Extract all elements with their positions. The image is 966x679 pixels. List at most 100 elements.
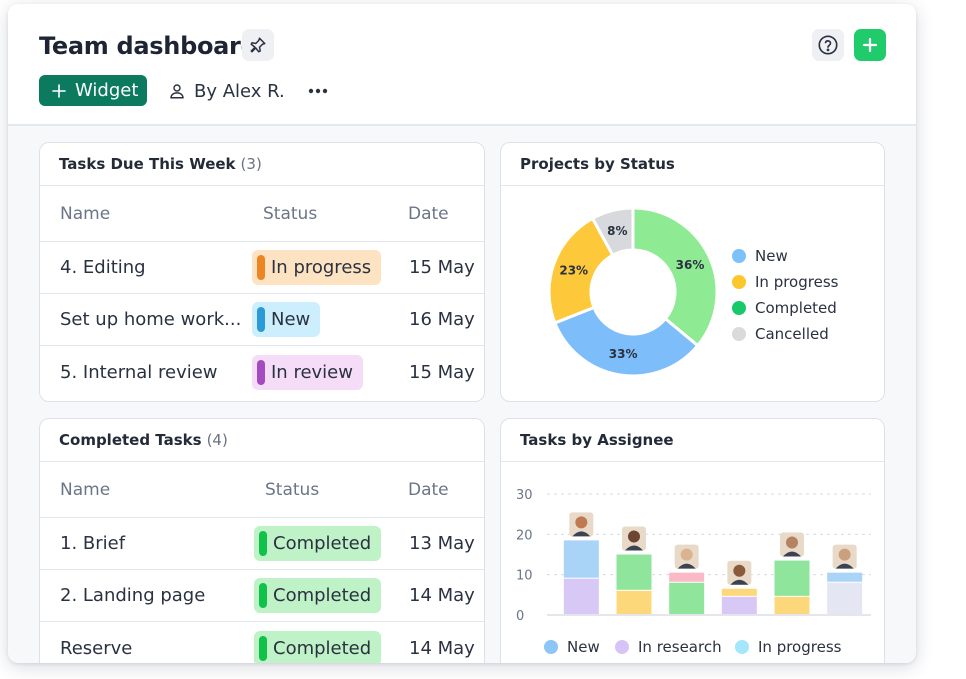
donut-slice-new[interactable] <box>552 305 700 378</box>
status-color-bar <box>257 255 265 280</box>
slice-label: 8% <box>607 224 627 238</box>
legend-label: Cancelled <box>755 325 829 343</box>
bar-segment[interactable] <box>827 582 863 614</box>
avatar-body <box>783 551 801 557</box>
donut-slice-completed[interactable] <box>631 206 719 348</box>
pin-icon <box>250 37 266 53</box>
y-tick-label: 0 <box>516 609 524 622</box>
column-header-date[interactable]: Date <box>408 479 449 500</box>
table-row[interactable]: 2. Landing page Completed 14 May <box>40 570 484 622</box>
legend-item-new[interactable]: New <box>732 247 788 265</box>
status-badge[interactable]: In review <box>252 354 363 390</box>
legend-swatch <box>732 301 746 315</box>
column-header-status[interactable]: Status <box>263 203 318 224</box>
status-label: New <box>271 309 311 330</box>
y-tick-label: 30 <box>516 488 533 503</box>
donut-slice-cancelled[interactable] <box>590 206 635 258</box>
status-badge[interactable]: Completed <box>254 526 382 561</box>
table-row[interactable]: 4. Editing In progress 15 May <box>40 242 484 294</box>
legend-item-completed[interactable]: Completed <box>732 299 837 317</box>
legend-swatch <box>732 275 746 289</box>
help-icon <box>818 35 838 55</box>
status-badge[interactable]: In progress <box>252 250 382 285</box>
bar-segment[interactable] <box>827 572 863 582</box>
legend-swatch <box>544 640 558 654</box>
legend-item-in-research[interactable]: In research <box>615 638 722 656</box>
status-badge[interactable]: Completed <box>254 630 382 663</box>
column-header-name[interactable]: Name <box>60 479 111 500</box>
avatar-head <box>838 548 851 561</box>
bar-segment[interactable] <box>774 560 810 596</box>
page-header: Team dashboard Widget <box>8 4 916 126</box>
card-title-text: Completed Tasks <box>59 431 202 449</box>
completed-tasks-card: Completed Tasks (4) Name Status Date 1. … <box>39 418 485 663</box>
table-row[interactable]: 1. Brief Completed 13 May <box>40 518 484 570</box>
status-cell: In review <box>252 346 363 398</box>
assignee-avatar[interactable] <box>727 560 752 585</box>
task-name: 1. Brief <box>60 533 126 554</box>
status-label: Completed <box>273 533 372 554</box>
table-row[interactable]: Set up home work... New 16 May <box>40 294 484 346</box>
column-header-status[interactable]: Status <box>265 479 320 500</box>
y-tick-label: 10 <box>516 569 533 584</box>
add-widget-button[interactable]: Widget <box>39 75 147 106</box>
avatar-body <box>730 579 749 585</box>
more-options-button[interactable] <box>304 78 332 104</box>
table-row[interactable]: 5. Internal review In review 15 May <box>40 346 484 398</box>
status-badge[interactable]: Completed <box>254 578 382 613</box>
status-cell: Completed <box>254 518 382 569</box>
add-button[interactable] <box>854 29 886 61</box>
legend-swatch <box>732 249 746 263</box>
status-label: In review <box>271 361 353 383</box>
bar-segment[interactable] <box>616 554 652 590</box>
owner-filter[interactable]: By Alex R. <box>168 78 285 104</box>
pin-button[interactable] <box>242 29 274 61</box>
task-name: 2. Landing page <box>60 585 206 606</box>
card-title-text: Tasks Due This Week <box>59 155 236 173</box>
tasks-by-assignee-card: Tasks by Assignee 0 10 20 30 New In researc… <box>500 418 885 663</box>
bar-segment[interactable] <box>721 588 757 596</box>
legend-item-in-progress[interactable]: In progress <box>732 273 838 291</box>
column-header-name[interactable]: Name <box>60 203 111 224</box>
help-button[interactable] <box>812 29 844 61</box>
more-horizontal-icon <box>308 88 328 94</box>
task-name: 4. Editing <box>60 257 146 278</box>
assignee-avatar[interactable] <box>832 544 857 569</box>
legend-swatch <box>615 640 629 654</box>
page-title: Team dashboard <box>39 32 258 60</box>
tasks-by-assignee-chart: 0 10 20 30 <box>516 488 871 622</box>
bar-segment[interactable] <box>774 596 810 614</box>
avatar-body <box>625 545 643 551</box>
card-title: Tasks Due This Week (3) <box>40 143 484 186</box>
assignee-avatar[interactable] <box>622 526 646 551</box>
task-date: 16 May <box>409 309 475 330</box>
avatar-head <box>786 536 798 549</box>
task-date: 14 May <box>409 637 475 659</box>
column-header-date[interactable]: Date <box>408 203 449 224</box>
status-color-bar <box>259 635 267 661</box>
avatar-body <box>572 531 591 537</box>
bar-segment[interactable] <box>616 590 652 614</box>
bar-segment[interactable] <box>669 572 705 582</box>
status-cell: New <box>252 294 321 345</box>
bar-segment[interactable] <box>563 540 599 578</box>
assignee-avatar[interactable] <box>674 544 699 569</box>
legend-item-cancelled[interactable]: Cancelled <box>732 325 829 343</box>
status-cell: Completed <box>254 622 382 663</box>
legend-item-in-progress[interactable]: In progress <box>735 638 841 656</box>
task-date: 14 May <box>409 585 475 606</box>
bar-segment[interactable] <box>721 596 757 614</box>
assignee-avatar[interactable] <box>780 532 804 557</box>
legend-label: Completed <box>755 299 837 317</box>
dashboard-window: Team dashboard Widget <box>8 4 916 663</box>
bar-segment[interactable] <box>669 582 705 614</box>
projects-donut-chart: 36% 33% 23% 8% <box>547 206 719 378</box>
legend-item-new[interactable]: New <box>544 638 600 656</box>
status-badge[interactable]: New <box>252 302 321 337</box>
status-label: Completed <box>273 585 372 606</box>
table-row[interactable]: Reserve Completed 14 May <box>40 622 484 663</box>
legend-label: In research <box>638 638 722 656</box>
assignee-avatar[interactable] <box>569 512 594 537</box>
table-header-row: Name Status Date <box>40 462 484 518</box>
bar-segment[interactable] <box>563 578 599 614</box>
